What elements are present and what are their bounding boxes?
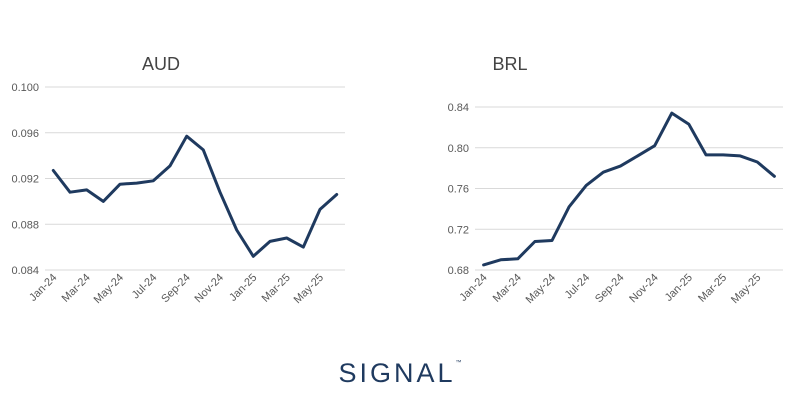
- brl-y-tick-label: 0.84: [448, 102, 469, 114]
- brl-y-tick-label: 0.72: [448, 224, 469, 236]
- brl-x-tick-label: Jan-25: [663, 272, 695, 304]
- aud-x-tick-label: Jan-25: [227, 272, 259, 304]
- aud-x-tick-label: May-24: [92, 272, 126, 306]
- aud-x-tick-label: Mar-25: [260, 272, 293, 305]
- aud-series-line: [51, 134, 339, 258]
- brl-x-tick-label: Mar-25: [696, 272, 729, 305]
- aud-y-tick-label: 0.088: [11, 219, 39, 231]
- brl-x-tick-label: May-24: [524, 272, 558, 306]
- trademark-mark: ™: [455, 360, 462, 366]
- aud-x-tick-label: Sep-24: [159, 272, 193, 306]
- brl-y-tick-label: 0.68: [448, 265, 469, 277]
- aud-x-tick-label: Jul-24: [130, 272, 160, 302]
- aud-y-tick-label: 0.100: [11, 82, 39, 94]
- brl-y-tick-label: 0.76: [448, 184, 469, 196]
- logo-text: SIGNAL: [338, 358, 456, 388]
- aud-y-tick-label: 0.092: [11, 174, 39, 186]
- brl-x-tick-label: Nov-24: [627, 272, 661, 306]
- brl-y-tick-label: 0.80: [448, 143, 469, 155]
- aud-x-tick-label: Mar-24: [60, 272, 93, 305]
- brl-chart-title: BRL: [492, 54, 527, 74]
- brl-x-tick-label: Jul-24: [563, 272, 593, 302]
- aud-x-tick-label: Nov-24: [193, 272, 227, 306]
- aud-y-tick-label: 0.084: [11, 265, 39, 277]
- brl-x-tick-label: May-25: [729, 272, 763, 306]
- brl-x-tick-label: Sep-24: [593, 272, 627, 306]
- aud-chart-title: AUD: [142, 54, 180, 74]
- aud-x-tick-label: May-25: [292, 272, 326, 306]
- aud-y-tick-label: 0.096: [11, 128, 39, 140]
- brl-series-line: [482, 111, 776, 267]
- brl-x-tick-label: Mar-24: [491, 272, 524, 305]
- signal-logo: SIGNAL™: [0, 358, 800, 389]
